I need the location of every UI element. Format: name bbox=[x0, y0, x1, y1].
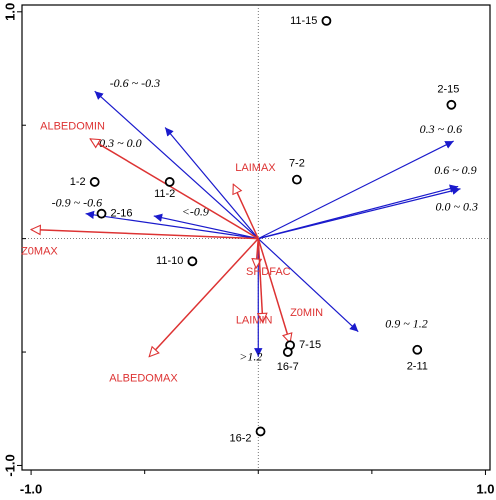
class-vector bbox=[258, 140, 454, 240]
class-vector bbox=[257, 238, 359, 333]
x-tick-label: -1.0 bbox=[20, 481, 42, 496]
env-vector-label: LAIMAX bbox=[235, 162, 276, 174]
class-vector-label: 0.3 ~ 0.6 bbox=[420, 122, 463, 136]
sample-point bbox=[164, 177, 175, 187]
sample-label: 16-2 bbox=[230, 432, 252, 444]
env-vector-label: ALBEDOMAX bbox=[109, 372, 178, 384]
class-vector bbox=[85, 210, 259, 240]
class-vector bbox=[153, 213, 259, 240]
class-vector-label: 0.9 ~ 1.2 bbox=[385, 316, 428, 330]
env-vector bbox=[31, 230, 259, 240]
sample-label: 16-7 bbox=[277, 361, 299, 373]
x-tick-label: 1.0 bbox=[476, 481, 494, 496]
class-vector bbox=[94, 90, 259, 240]
class-vector-label: -0.3 ~ 0.0 bbox=[95, 136, 142, 150]
env-vector-label: LAIMIN bbox=[236, 314, 273, 326]
env-vector bbox=[90, 138, 259, 240]
env-vector-label: Z0MAX bbox=[21, 245, 58, 257]
env-vector bbox=[149, 238, 259, 357]
class-vector-label: 0.6 ~ 0.9 bbox=[434, 163, 477, 177]
sample-label: 11-2 bbox=[154, 188, 175, 200]
env-vector-label: Z0MIN bbox=[290, 307, 323, 319]
sample-label: 11-10 bbox=[156, 255, 183, 267]
sample-label: 7-15 bbox=[299, 339, 321, 351]
env-vector bbox=[257, 238, 290, 343]
sample-point bbox=[291, 174, 302, 185]
class-vector-label: >1.2 bbox=[239, 349, 262, 363]
sample-label: 7-2 bbox=[289, 158, 305, 170]
env-vector-label: ALBEDOMIN bbox=[40, 121, 105, 133]
sample-point bbox=[96, 208, 107, 219]
sample-point bbox=[187, 256, 198, 267]
sample-point bbox=[412, 344, 423, 355]
sample-point bbox=[321, 15, 332, 26]
class-vector-label: 0.0 ~ 0.3 bbox=[435, 199, 478, 213]
y-tick-label: 1.0 bbox=[2, 3, 17, 21]
plot-frame bbox=[21, 4, 491, 471]
sample-point bbox=[446, 99, 457, 110]
class-vector-label: -0.9 ~ -0.6 bbox=[52, 195, 102, 209]
class-vector bbox=[164, 127, 259, 240]
env-vector bbox=[258, 238, 263, 323]
sample-label: 1-2 bbox=[70, 176, 86, 188]
sample-label: 2-11 bbox=[407, 361, 428, 373]
env-vector bbox=[233, 184, 259, 239]
sample-point bbox=[89, 177, 100, 187]
sample-label: 2-15 bbox=[437, 84, 459, 96]
class-vector-label: -0.6 ~ -0.3 bbox=[110, 76, 160, 90]
y-tick-label: -1.0 bbox=[2, 454, 17, 476]
sample-point bbox=[282, 347, 293, 357]
class-vector-label: <-0.9 bbox=[182, 205, 209, 219]
sample-point bbox=[255, 426, 266, 437]
sample-label: 2-16 bbox=[111, 208, 133, 220]
sample-label: 11-15 bbox=[290, 15, 317, 27]
class-vector bbox=[258, 186, 461, 240]
